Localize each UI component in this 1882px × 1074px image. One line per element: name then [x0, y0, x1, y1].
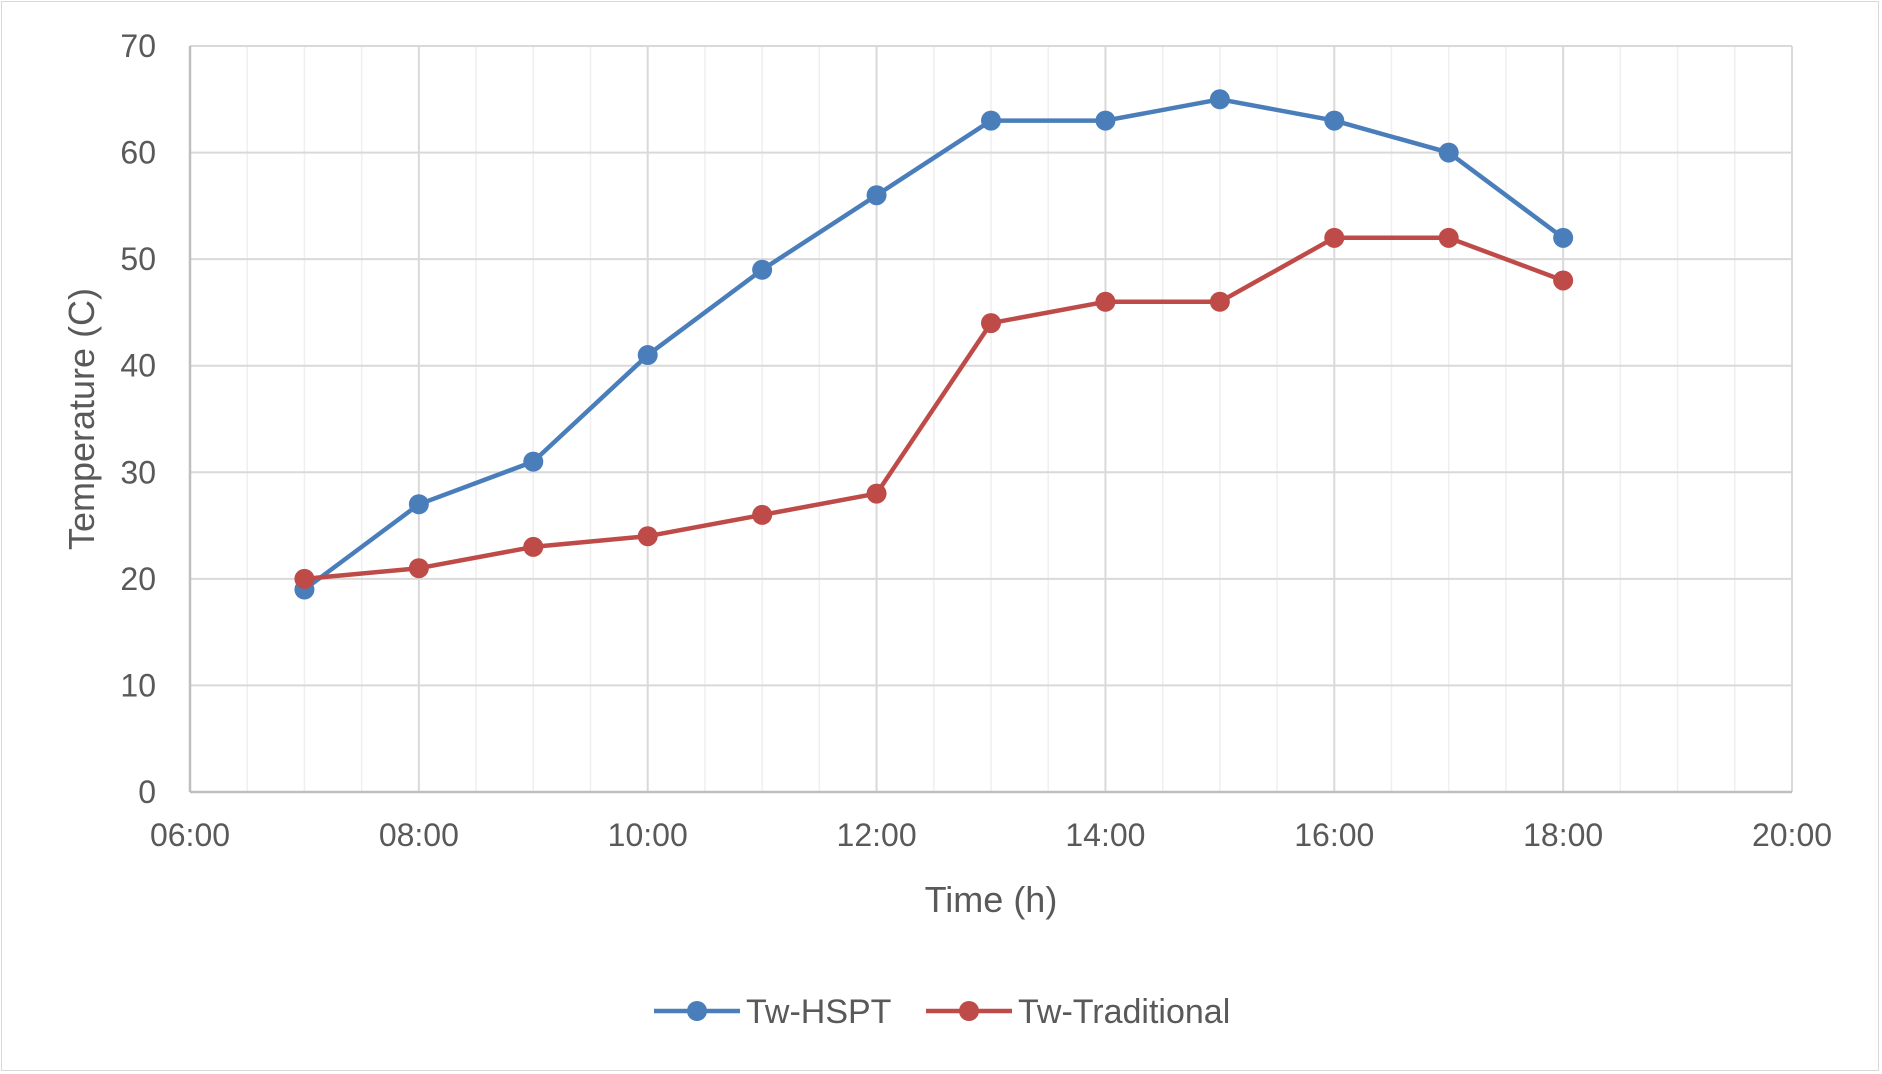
data-point-tw-traditional — [1438, 227, 1459, 248]
y-tick-label: 0 — [138, 774, 156, 810]
y-axis-tick-labels: 0 10 20 30 40 50 60 70 — [120, 28, 156, 810]
data-point-tw-traditional — [523, 536, 544, 557]
data-point-tw-traditional — [981, 313, 1001, 334]
data-point-tw-hspt — [981, 110, 1001, 131]
data-point-tw-traditional — [294, 568, 315, 589]
legend-marker-tw-traditional — [959, 1001, 979, 1021]
legend-item-tw-hspt: Tw-HSPT — [654, 993, 891, 1031]
legend: Tw-HSPT Tw-Traditional — [654, 993, 1230, 1031]
series-line-tw-traditional — [304, 235, 1564, 582]
x-tick-label: 20:00 — [1752, 817, 1832, 853]
x-tick-label: 08:00 — [379, 817, 459, 853]
data-point-tw-hspt — [1324, 110, 1345, 131]
x-tick-label: 06:00 — [150, 817, 230, 853]
chart-axes — [188, 46, 1792, 794]
legend-item-tw-traditional: Tw-Traditional — [926, 993, 1230, 1031]
data-point-tw-traditional — [1324, 227, 1345, 248]
legend-label-tw-hspt: Tw-HSPT — [746, 993, 891, 1031]
x-tick-label: 12:00 — [837, 817, 917, 853]
data-point-tw-hspt — [523, 451, 544, 472]
series-layer — [294, 89, 1574, 600]
y-tick-label: 20 — [120, 561, 156, 597]
legend-label-tw-traditional: Tw-Traditional — [1018, 993, 1230, 1031]
x-axis-tick-labels: 06:00 08:00 10:00 12:00 14:00 16:00 18:00 20:00 — [150, 817, 1832, 853]
minor-gridlines — [246, 46, 1736, 792]
data-point-tw-hspt — [637, 345, 658, 366]
data-point-tw-hspt — [866, 185, 887, 206]
x-tick-label: 10:00 — [608, 817, 688, 853]
data-point-tw-hspt — [408, 494, 429, 515]
data-point-tw-traditional — [1209, 291, 1230, 312]
data-point-tw-traditional — [866, 483, 887, 504]
data-point-tw-hspt — [1095, 110, 1116, 131]
data-point-tw-hspt — [752, 259, 773, 280]
data-point-tw-hspt — [1553, 227, 1574, 248]
y-tick-label: 70 — [120, 28, 156, 64]
major-gridlines — [190, 45, 1793, 792]
y-tick-label: 50 — [120, 241, 156, 277]
x-tick-label: 16:00 — [1294, 817, 1374, 853]
series-line-tw-hspt — [303, 97, 1565, 592]
y-tick-label: 60 — [120, 135, 156, 171]
y-axis-title: Temperature (C) — [61, 288, 102, 550]
data-point-tw-traditional — [1095, 291, 1116, 312]
y-tick-label: 10 — [120, 667, 156, 703]
legend-marker-tw-hspt — [687, 1001, 707, 1021]
y-tick-label: 30 — [120, 454, 156, 490]
y-tick-label: 40 — [120, 348, 156, 384]
x-axis-title: Time (h) — [925, 879, 1058, 920]
data-point-tw-traditional — [752, 504, 773, 525]
data-point-tw-hspt — [1209, 89, 1230, 110]
data-point-tw-hspt — [1438, 142, 1459, 163]
data-point-tw-traditional — [1553, 270, 1574, 291]
x-tick-label: 18:00 — [1523, 817, 1603, 853]
x-tick-label: 14:00 — [1065, 817, 1145, 853]
data-point-tw-traditional — [408, 558, 429, 579]
data-point-tw-traditional — [637, 526, 658, 547]
